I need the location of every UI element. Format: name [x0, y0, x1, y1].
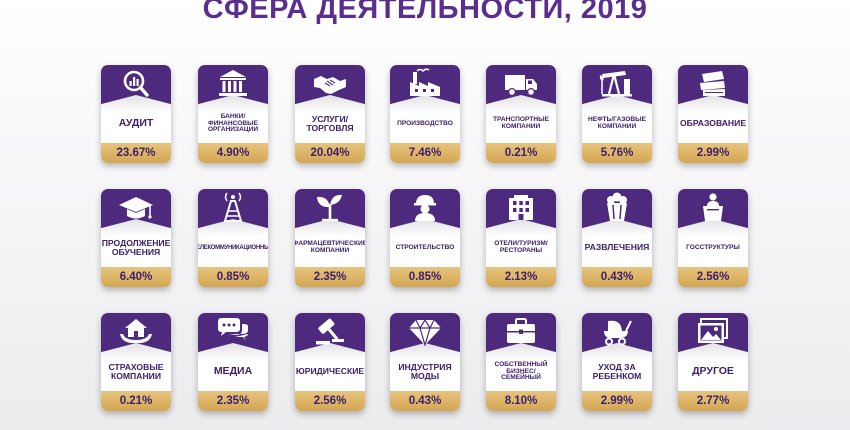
industry-label: ФАРМАЦЕВТИЧЕСКИЕ КОМПАНИИ	[295, 240, 365, 254]
industry-percentage: 8.10%	[504, 395, 538, 407]
oil-pump-icon	[599, 71, 632, 97]
house-hands-icon	[120, 319, 152, 344]
industry-card: ЮРИДИЧЕСКИЕ 2.56%	[295, 313, 365, 411]
industry-label: СТРОИТЕЛЬСТВО	[395, 243, 455, 251]
industry-label: ПРОИЗВОДСТВО	[397, 119, 453, 127]
industry-card: ПРОДОЛЖЕНИЕ ОБУЧЕНИЯ 6.40%	[101, 189, 171, 287]
page-title: СФЕРА ДЕЯТЕЛЬНОСТИ, 2019	[202, 0, 648, 25]
industry-card: УХОД ЗА РЕБЕНКОМ 2.99%	[582, 313, 652, 411]
industry-label: ЮРИДИЧЕСКИЕ	[295, 366, 365, 377]
diamond-icon	[409, 318, 441, 346]
industry-label: ГОССТРУКТУРЫ	[686, 243, 740, 251]
industry-card: СТРОИТЕЛЬСТВО 0.85%	[390, 189, 460, 287]
industry-label: ОТЕЛИ/ТУРИЗМ/ РЕСТОРАНЫ	[494, 240, 548, 254]
industry-percentage: 2.99%	[696, 147, 730, 159]
industry-card: ГОССТРУКТУРЫ 2.56%	[678, 189, 748, 287]
handshake-icon	[314, 76, 346, 94]
industry-card: МЕДИА 2.35%	[198, 313, 268, 411]
books-icon	[700, 71, 725, 96]
radio-tower-icon	[223, 192, 243, 222]
industry-percentage: 0.43%	[600, 271, 634, 283]
industry-card: ОТЕЛИ/ТУРИЗМ/ РЕСТОРАНЫ 2.13%	[486, 189, 556, 287]
factory-icon	[410, 68, 440, 96]
industry-percentage: 2.13%	[504, 271, 538, 283]
industry-card: НЕФТЬ/ГАЗОВЫЕ КОМПАНИИ 5.76%	[582, 65, 652, 163]
industry-card: ФАРМАЦЕВТИЧЕСКИЕ КОМПАНИИ 2.35%	[295, 189, 365, 287]
industry-label: СТРАХОВЫЕ КОМПАНИИ	[108, 361, 164, 381]
sprout-icon	[317, 194, 342, 222]
truck-icon	[505, 75, 537, 97]
industry-percentage: 2.99%	[600, 395, 634, 407]
industry-card: СТРАХОВЫЕ КОМПАНИИ 0.21%	[101, 313, 171, 411]
podium-speaker-icon	[703, 193, 723, 221]
industry-card: ДРУГОЕ 2.77%	[678, 313, 748, 411]
popcorn-icon	[607, 192, 627, 221]
bank-icon	[219, 70, 247, 96]
industry-label: АУДИТ	[118, 117, 154, 130]
industry-label: ОБРАЗОВАНИЕ	[679, 118, 747, 129]
industry-card: ТРАНСПОРТНЫЕ КОМПАНИИ 0.21%	[486, 65, 556, 163]
hotel-icon	[509, 195, 533, 220]
industry-card: РАЗВЛЕЧЕНИЯ 0.43%	[582, 189, 652, 287]
industry-percentage: 5.76%	[600, 147, 634, 159]
industry-card: ПРОИЗВОДСТВО 7.46%	[390, 65, 460, 163]
builder-icon	[414, 195, 436, 221]
industry-label: УСЛУГИ/ ТОРГОВЛЯ	[306, 113, 354, 133]
industry-label: ТЕЛЕКОММУНИКАЦИОННЫЕ	[198, 244, 268, 251]
industry-card: АУДИТ 23.67%	[101, 65, 171, 163]
industry-card: СОБСТВЕННЫЙ БИЗНЕС/ СЕМЕЙНЫЙ 8.10%	[486, 313, 556, 411]
industry-card: ТЕЛЕКОММУНИКАЦИОННЫЕ 0.85%	[198, 189, 268, 287]
briefcase-icon	[507, 318, 535, 343]
industry-percentage: 2.56%	[696, 271, 730, 283]
industry-percentage: 23.67%	[116, 147, 156, 159]
pictures-icon	[698, 318, 728, 343]
stroller-icon	[604, 320, 632, 346]
industry-percentage: 0.43%	[408, 395, 442, 407]
graduation-cap-icon	[119, 197, 153, 219]
industry-label: МЕДИА	[213, 365, 253, 378]
industry-percentage: 20.04%	[310, 147, 350, 159]
industry-label: ПРОДОЛЖЕНИЕ ОБУЧЕНИЯ	[101, 237, 171, 257]
industry-percentage: 7.46%	[408, 147, 442, 159]
industry-percentage: 0.21%	[504, 147, 538, 159]
industry-percentage: 2.35%	[313, 271, 347, 283]
industry-label: НЕФТЬ/ГАЗОВЫЕ КОМПАНИИ	[587, 116, 646, 130]
industry-percentage: 0.85%	[216, 271, 250, 283]
industry-card: БАНКИ/ ФИНАНСОВЫЕ ОРГАНИЗАЦИИ 4.90%	[198, 65, 268, 163]
industry-percentage: 0.21%	[119, 395, 153, 407]
industry-percentage: 2.35%	[216, 395, 250, 407]
industry-percentage: 4.90%	[216, 147, 250, 159]
gavel-icon	[316, 318, 344, 345]
industry-card: УСЛУГИ/ ТОРГОВЛЯ 20.04%	[295, 65, 365, 163]
industry-label: ИНДУСТРИЯ МОДЫ	[398, 361, 452, 381]
industry-label: ДРУГОЕ	[692, 365, 734, 378]
chat-bubbles-icon	[218, 318, 248, 341]
industry-percentage: 2.56%	[313, 395, 347, 407]
industry-label: СОБСТВЕННЫЙ БИЗНЕС/ СЕМЕЙНЫЙ	[494, 360, 548, 382]
industry-percentage: 6.40%	[119, 271, 153, 283]
industry-card: ИНДУСТРИЯ МОДЫ 0.43%	[390, 313, 460, 411]
industry-label: РАЗВЛЕЧЕНИЯ	[584, 242, 650, 253]
industry-percentage: 2.77%	[696, 395, 730, 407]
magnifier-chart-icon	[123, 70, 149, 97]
industry-label: УХОД ЗА РЕБЕНКОМ	[592, 361, 642, 381]
industry-card: ОБРАЗОВАНИЕ 2.99%	[678, 65, 748, 163]
industry-label: ТРАНСПОРТНЫЕ КОМПАНИИ	[493, 116, 549, 130]
industry-label: БАНКИ/ ФИНАНСОВЫЕ ОРГАНИЗАЦИИ	[207, 112, 259, 134]
industry-percentage: 0.85%	[408, 271, 442, 283]
